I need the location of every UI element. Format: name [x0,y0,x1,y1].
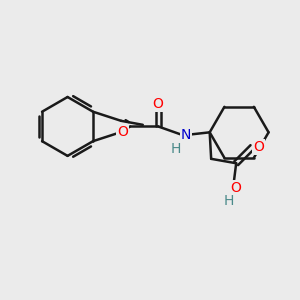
Text: O: O [153,98,164,111]
Text: H: H [224,194,234,208]
Text: O: O [253,140,264,154]
Text: O: O [117,125,128,139]
Text: O: O [231,181,242,195]
Text: H: H [171,142,181,155]
Text: N: N [181,128,191,142]
